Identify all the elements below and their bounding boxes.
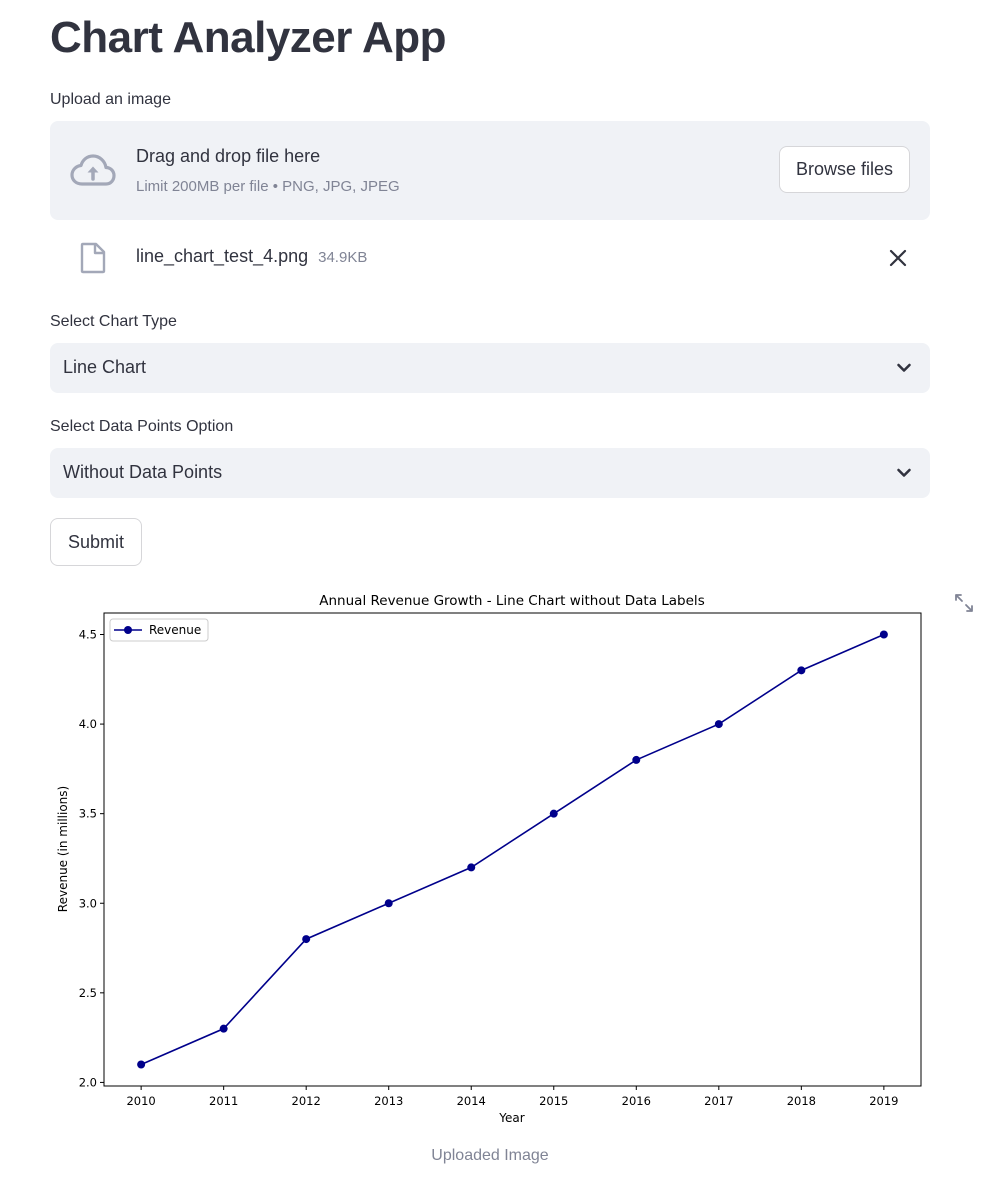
data-point <box>714 720 723 729</box>
fullscreen-icon[interactable] <box>953 592 975 614</box>
plot-frame <box>103 612 922 1087</box>
uploader-label: Upload an image <box>50 91 171 108</box>
data-point <box>302 935 311 944</box>
y-tick-label: 2.0 <box>79 1075 97 1089</box>
uploaded-chart-image: Annual Revenue Growth - Line Chart witho… <box>50 585 940 1130</box>
x-axis: 2010 2011 2012 2013 2014 2015 2016 2017 2018 2019 <box>126 1086 899 1108</box>
chart-title: Annual Revenue Growth - Line Chart witho… <box>319 593 704 609</box>
chart-type-value: Line Chart <box>63 357 147 377</box>
data-points-value: Without Data Points <box>63 462 223 482</box>
image-caption: Uploaded Image <box>431 1147 549 1164</box>
uploaded-file-row: line_chart_test_4.png 34.9KB <box>50 236 930 280</box>
x-tick-label: 2013 <box>374 1094 403 1108</box>
y-axis-label: Revenue (in millions) <box>56 786 70 912</box>
data-point <box>879 630 888 639</box>
y-tick-label: 4.0 <box>79 717 97 731</box>
x-tick-label: 2012 <box>292 1094 321 1108</box>
data-point <box>384 899 393 908</box>
uploaded-file-name: line_chart_test_4.png <box>136 246 309 266</box>
y-tick-label: 3.5 <box>79 807 97 821</box>
chevron-down-icon <box>897 363 911 372</box>
x-tick-label: 2019 <box>869 1094 898 1108</box>
dropzone-limit-text: Limit 200MB per file • PNG, JPG, JPEG <box>136 178 400 195</box>
chevron-down-icon <box>897 468 911 477</box>
data-points-label: Select Data Points Option <box>50 418 234 435</box>
legend-label: Revenue <box>149 623 201 637</box>
y-axis: 2.0 2.5 3.0 3.5 4.0 4.5 <box>79 628 104 1089</box>
cloud-upload-icon <box>70 154 116 186</box>
page-title: Chart Analyzer App <box>50 13 447 62</box>
x-tick-label: 2011 <box>209 1094 238 1108</box>
uploaded-file-size: 34.9KB <box>318 249 368 266</box>
chart-type-select[interactable]: Line Chart <box>50 343 930 393</box>
data-point <box>549 809 558 818</box>
remove-file-icon[interactable] <box>888 248 908 268</box>
x-tick-label: 2014 <box>457 1094 486 1108</box>
dropzone-title: Drag and drop file here <box>136 146 321 166</box>
data-point <box>632 755 641 764</box>
line-chart: Annual Revenue Growth - Line Chart witho… <box>56 593 922 1125</box>
x-tick-label: 2017 <box>704 1094 733 1108</box>
x-tick-label: 2018 <box>787 1094 816 1108</box>
x-tick-label: 2016 <box>622 1094 651 1108</box>
submit-button[interactable]: Submit <box>50 518 142 566</box>
legend-box <box>109 618 209 642</box>
x-tick-label: 2010 <box>126 1094 155 1108</box>
series-line <box>140 633 885 1066</box>
y-tick-label: 2.5 <box>79 986 97 1000</box>
x-axis-label: Year <box>498 1111 524 1125</box>
data-point <box>137 1060 146 1069</box>
data-point <box>797 666 806 675</box>
data-point <box>467 863 476 872</box>
legend: Revenue <box>109 618 209 642</box>
file-dropzone[interactable]: Drag and drop file here Limit 200MB per … <box>50 121 930 220</box>
data-points-select[interactable]: Without Data Points <box>50 448 930 498</box>
y-tick-label: 3.0 <box>79 896 97 910</box>
file-icon <box>80 242 106 274</box>
y-tick-label: 4.5 <box>79 628 97 642</box>
data-point <box>219 1024 228 1033</box>
chart-type-label: Select Chart Type <box>50 313 177 330</box>
legend-marker <box>124 626 132 634</box>
x-tick-label: 2015 <box>539 1094 568 1108</box>
browse-files-button[interactable]: Browse files <box>779 146 910 193</box>
series-revenue <box>137 630 888 1069</box>
